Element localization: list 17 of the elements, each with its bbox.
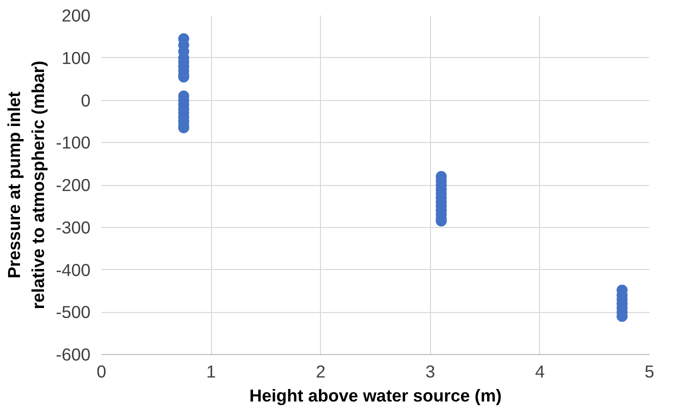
x-tick-label: 0 [96,362,106,382]
x-axis-title: Height above water source (m) [249,386,502,406]
y-tick-label: -400 [56,260,91,280]
y-tick-label: -300 [56,217,91,238]
y-tick-label: -500 [56,302,91,322]
x-tick-label: 2 [316,362,326,382]
y-tick-label: 0 [80,90,91,110]
x-tick-label: 3 [425,362,436,382]
x-tick-label: 4 [535,362,546,382]
y-tick-label: 100 [62,48,91,68]
y-axis-title: Pressure at pump inlet relative to atmospheric (mbar) [4,60,48,310]
y-tick-label: -200 [56,175,91,195]
y-tick-label: -600 [56,344,91,364]
y-tick-label: -100 [56,132,91,153]
y-tick-label: 200 [62,6,91,26]
x-tick-label: 5 [644,362,654,382]
x-tick-label: 1 [206,362,216,382]
